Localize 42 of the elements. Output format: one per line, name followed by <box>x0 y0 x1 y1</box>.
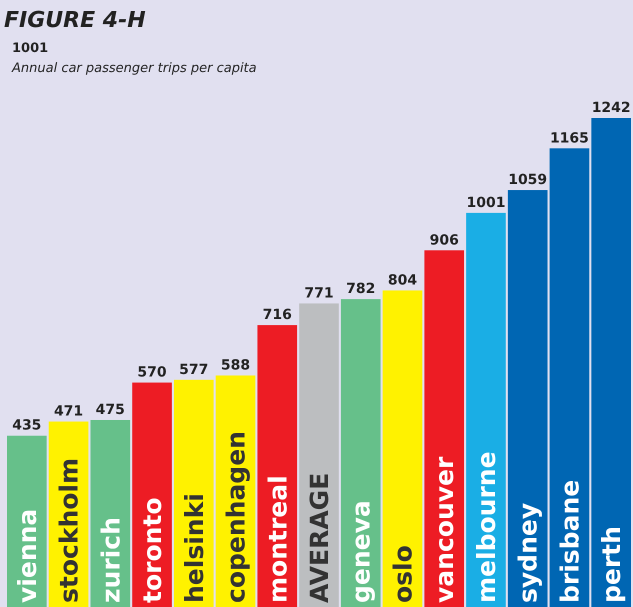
bar <box>340 299 381 607</box>
data-label: 906 <box>430 232 459 248</box>
data-label: 771 <box>304 285 334 302</box>
x-tick-label: melbourne <box>472 451 501 603</box>
chart-title: FIGURE 4-H <box>4 8 146 33</box>
bar <box>382 290 422 607</box>
x-tick-label: sydney <box>514 502 543 603</box>
data-label: 1242 <box>592 100 631 116</box>
text: Annual car passenger trips per capita <box>11 61 257 76</box>
x-tick-label: geneva <box>346 500 376 603</box>
x-tick-label: stockholm <box>54 458 84 603</box>
data-label: 1059 <box>508 172 548 188</box>
data-label: 435 <box>12 418 42 434</box>
bar <box>591 118 631 607</box>
x-tick-label: helsinki <box>180 493 209 603</box>
bar <box>466 212 506 607</box>
bar <box>90 420 130 607</box>
data-label: 1001 <box>466 194 506 211</box>
x-tick-label: AVERAGE <box>305 472 334 603</box>
data-label: 471 <box>54 404 84 420</box>
chart-subtitle: 1001 <box>12 41 48 56</box>
data-label: 1165 <box>550 130 589 146</box>
data-label: 588 <box>220 357 250 374</box>
x-tick-label: copenhagen <box>222 431 251 603</box>
x-tick-label: oslo <box>388 545 418 603</box>
x-tick-label: zurich <box>96 517 126 603</box>
data-label: 716 <box>262 307 292 324</box>
data-label: 570 <box>137 364 167 381</box>
bar <box>550 148 590 607</box>
data-label: 577 <box>179 362 208 378</box>
data-label: 782 <box>346 281 376 298</box>
x-tick-label: perth <box>597 526 626 603</box>
bar <box>508 190 548 607</box>
x-tick-label: montreal <box>263 475 292 603</box>
x-tick-label: toronto <box>138 497 168 603</box>
bar <box>132 382 172 607</box>
x-tick-label: vancouver <box>430 456 460 603</box>
data-label: 475 <box>96 402 125 418</box>
bar <box>424 250 464 607</box>
x-tick-label: brisbane <box>555 480 584 603</box>
data-label: 804 <box>388 272 418 288</box>
x-tick-label: vienna <box>12 508 42 603</box>
